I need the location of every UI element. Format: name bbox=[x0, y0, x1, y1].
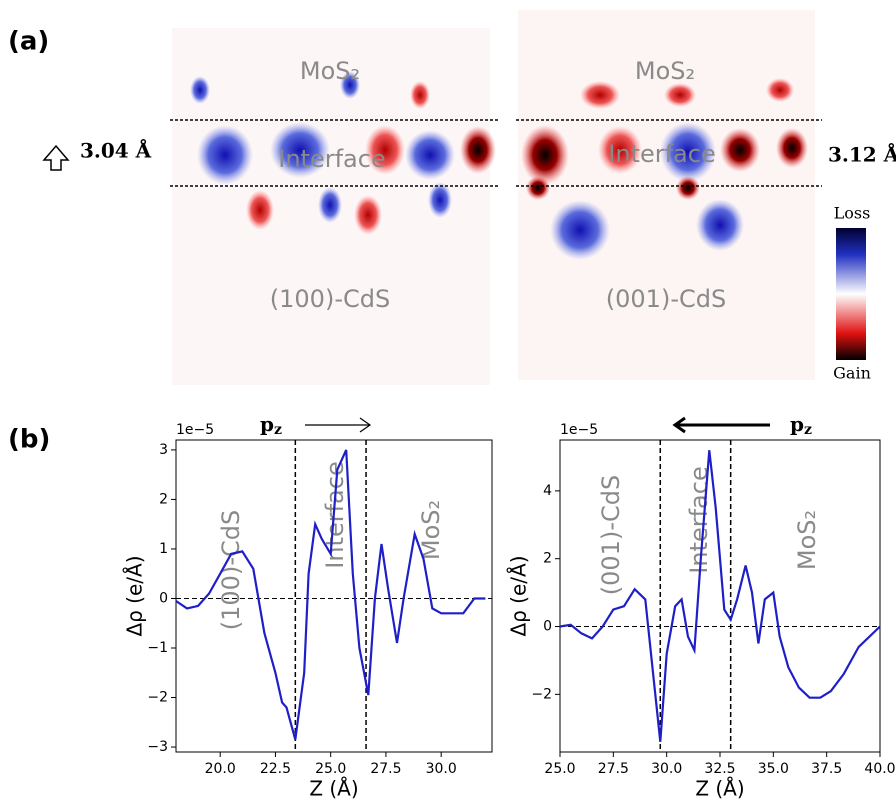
region-label: MoS₂ bbox=[417, 500, 445, 560]
colorbar-label: Gain bbox=[833, 364, 871, 383]
arrow-label-text: p bbox=[790, 412, 804, 436]
y-axis-label: Δρ (e/Å) bbox=[123, 555, 147, 636]
offset-label: 1e−5 bbox=[176, 422, 214, 438]
colorbar bbox=[836, 228, 866, 360]
map-label: MoS₂ bbox=[300, 57, 360, 85]
x-tick-label: 35.0 bbox=[758, 761, 789, 777]
x-axis-label: Z (Å) bbox=[695, 777, 744, 800]
x-tick-label: 30.0 bbox=[651, 761, 682, 777]
y-tick-label: 1 bbox=[159, 541, 168, 557]
y-tick-label: 4 bbox=[543, 483, 552, 499]
plot-frame bbox=[175, 439, 493, 753]
density-map bbox=[170, 28, 498, 385]
y-tick-label: 2 bbox=[543, 551, 552, 567]
y-tick-label: 0 bbox=[543, 619, 552, 635]
offset-label: 1e−5 bbox=[560, 422, 598, 438]
arrow-label: pz bbox=[790, 412, 812, 439]
x-tick-label: 37.5 bbox=[811, 761, 842, 777]
region-label: (001)-CdS bbox=[597, 475, 625, 595]
map-label: Interface bbox=[608, 140, 715, 168]
x-tick-label: 25.0 bbox=[315, 761, 346, 777]
arrow-icon bbox=[42, 144, 70, 171]
y-tick-label: −3 bbox=[147, 739, 168, 755]
x-tick-label: 40.0 bbox=[864, 761, 895, 777]
panel-label: (a) bbox=[8, 27, 49, 57]
arrow-label-sub: z bbox=[274, 422, 282, 438]
y-tick-label: 0 bbox=[159, 590, 168, 606]
y-axis-label: Δρ (e/Å) bbox=[507, 555, 531, 636]
region-label: Interface bbox=[685, 466, 713, 573]
x-tick-label: 27.5 bbox=[370, 761, 401, 777]
x-tick-label: 32.5 bbox=[704, 761, 735, 777]
x-tick-label: 22.5 bbox=[260, 761, 291, 777]
spacing-label: 3.12 Å bbox=[828, 143, 896, 167]
arrow-label: pz bbox=[260, 412, 282, 439]
colorbar-label: Loss bbox=[834, 204, 871, 223]
y-tick-label: 2 bbox=[159, 491, 168, 507]
map-label: (100)-CdS bbox=[270, 285, 390, 313]
region-label: MoS₂ bbox=[793, 510, 821, 570]
y-tick-label: −1 bbox=[147, 640, 168, 656]
density-map bbox=[516, 10, 822, 380]
x-tick-label: 20.0 bbox=[205, 761, 236, 777]
y-tick-label: −2 bbox=[147, 690, 168, 706]
panel-label: (b) bbox=[8, 425, 50, 455]
x-tick-label: 25.0 bbox=[544, 761, 575, 777]
arrow-label-text: p bbox=[260, 412, 274, 436]
arrow-label-sub: z bbox=[804, 422, 812, 438]
x-axis-label: Z (Å) bbox=[309, 777, 358, 800]
x-tick-label: 30.0 bbox=[426, 761, 457, 777]
map-label: MoS₂ bbox=[635, 57, 695, 85]
map-label: Interface bbox=[278, 145, 385, 173]
map-label: (001)-CdS bbox=[606, 285, 726, 313]
y-tick-label: −2 bbox=[531, 686, 552, 702]
arrow-head bbox=[359, 417, 372, 433]
region-label: Interface bbox=[321, 461, 349, 568]
data-line bbox=[175, 449, 486, 740]
arrow-head bbox=[672, 416, 686, 434]
spacing-label: 3.04 Å bbox=[80, 139, 152, 163]
y-tick-label: 3 bbox=[159, 442, 168, 458]
data-line bbox=[559, 450, 881, 742]
x-tick-label: 27.5 bbox=[598, 761, 629, 777]
